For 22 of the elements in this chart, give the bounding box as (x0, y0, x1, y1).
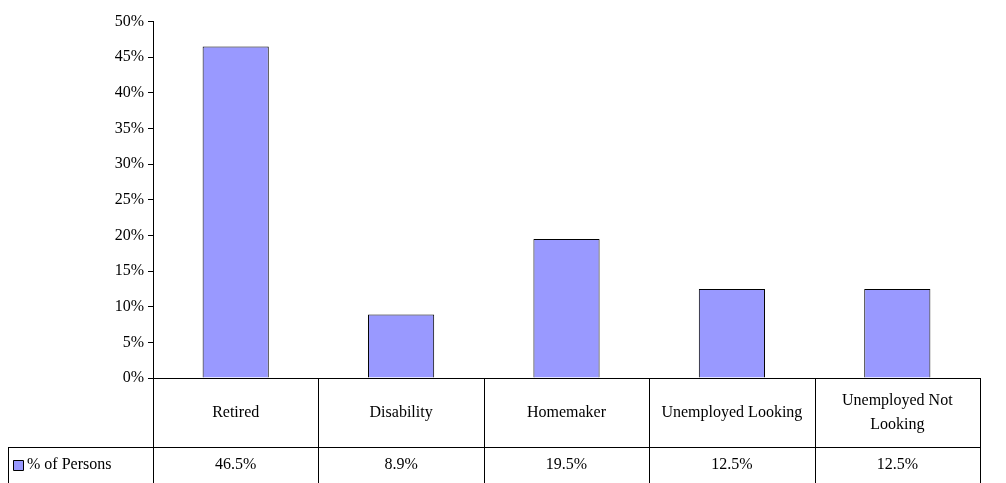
y-tick-label: 50% (114, 11, 144, 29)
y-tick-label: 30% (114, 154, 144, 172)
data-label: 12.5% (876, 455, 918, 473)
legend-label: % of Persons (27, 455, 112, 473)
x-tick-label: Retired (212, 402, 260, 420)
y-tick-label: 0% (122, 368, 144, 386)
y-tick-label: 5% (122, 332, 144, 350)
y-tick-label: 15% (114, 261, 144, 279)
data-label: 19.5% (545, 455, 588, 473)
y-tick-label: 20% (114, 225, 144, 243)
x-tick-label: Homemaker (526, 402, 607, 420)
y-tick-label: 40% (114, 83, 144, 101)
x-tick-label: Unemployed Not Looking (841, 390, 954, 433)
y-tick-label: 35% (114, 118, 144, 136)
data-label: 8.9% (384, 455, 418, 473)
y-tick-label: 25% (114, 190, 144, 207)
x-tick-label: Disability (369, 402, 433, 421)
y-tick-label: 45% (114, 47, 144, 65)
y-tick-label: 10% (114, 296, 144, 314)
data-label: 12.5% (711, 455, 753, 473)
x-tick-label: Unemployed Looking (661, 402, 803, 421)
data-label: 46.5% (215, 455, 257, 473)
